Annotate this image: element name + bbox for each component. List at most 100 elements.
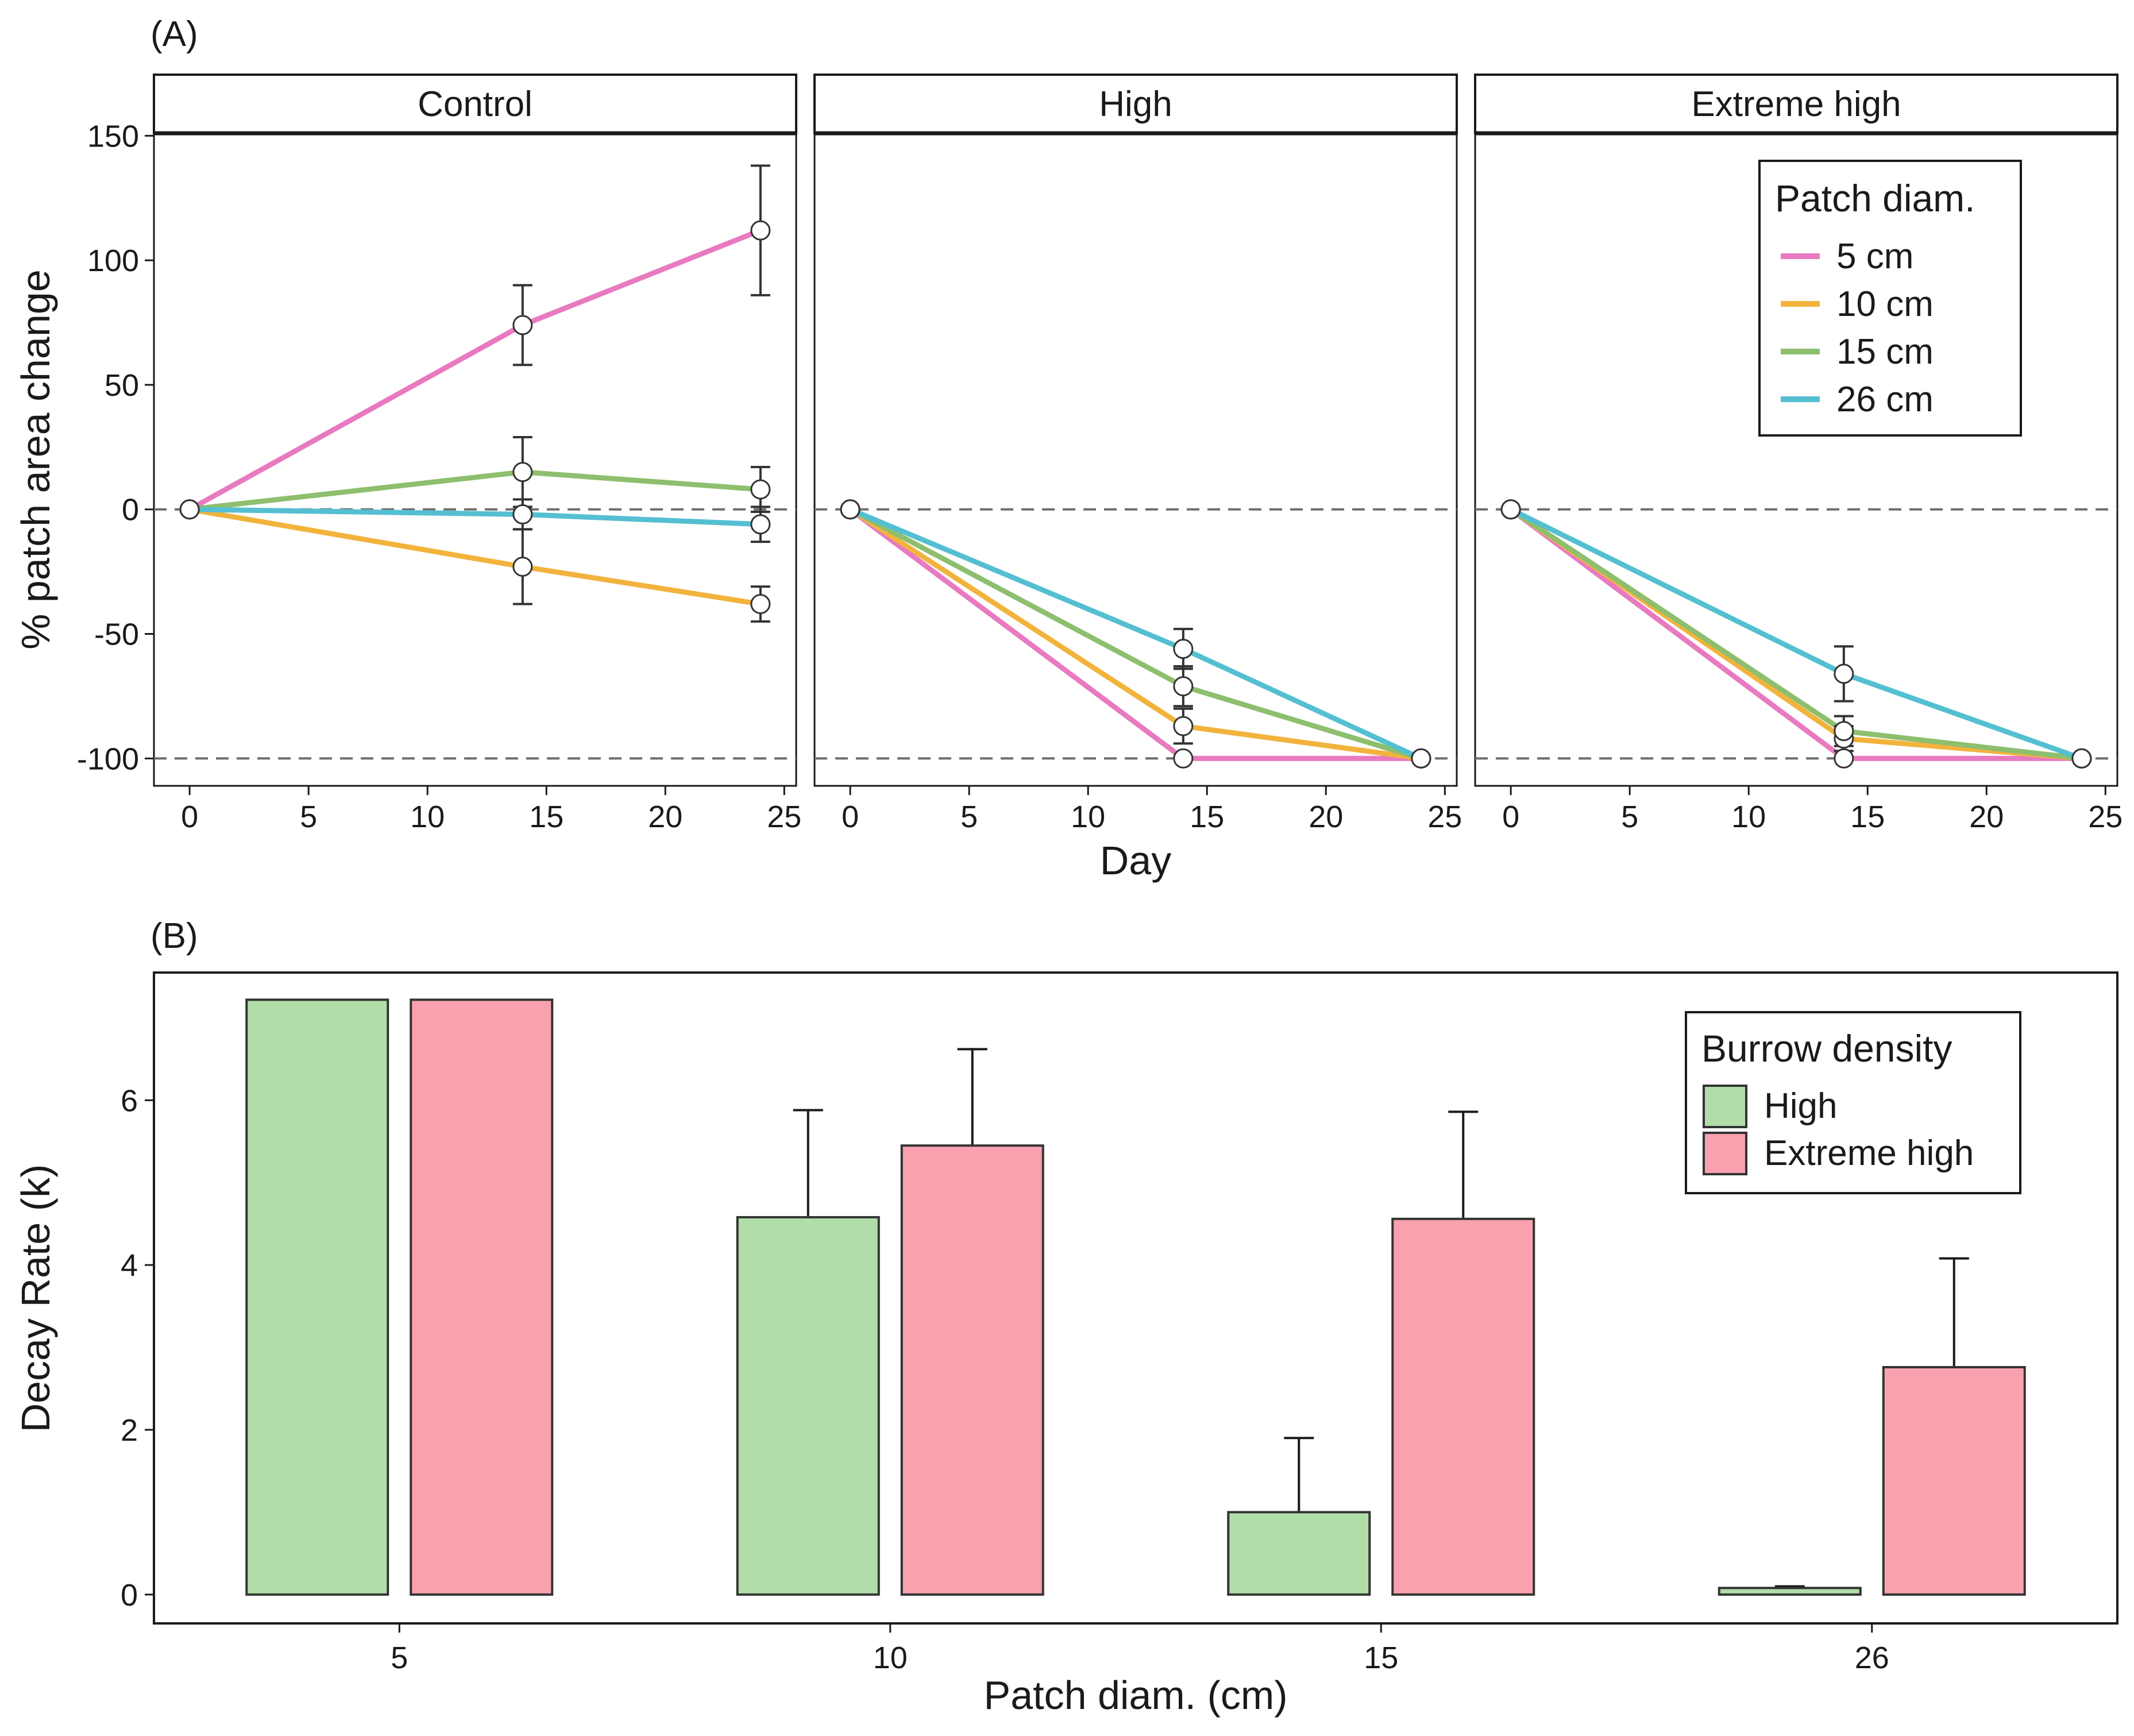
- x-tick-label: 15: [1364, 1641, 1398, 1675]
- bar-high-15: [1227, 1511, 1371, 1596]
- bar-extreme-high-15: [1391, 1217, 1535, 1596]
- data-point-15-cm: [1834, 721, 1854, 742]
- x-tick-label: 25: [1427, 800, 1462, 834]
- x-tick-label: 20: [1309, 800, 1343, 834]
- series-5-cm: [188, 227, 762, 512]
- x-tick-label: 15: [1190, 800, 1224, 834]
- legend: Patch diam. 5 cm 10 cm 15 cm 26 cm: [1758, 160, 2022, 437]
- y-tick-label: 0: [121, 1578, 138, 1612]
- data-point-5-cm: [1834, 748, 1854, 769]
- bar-extreme-high-10: [900, 1144, 1044, 1596]
- y-tick-label: 50: [105, 368, 139, 403]
- data-point-26-cm: [750, 514, 771, 535]
- data-point-26-cm: [2071, 748, 2092, 769]
- x-tick-label: 5: [1621, 800, 1638, 834]
- data-point-26-cm: [1834, 663, 1854, 684]
- legend-label-15-cm: 15 cm: [1836, 332, 1934, 372]
- facet-strip-label: Control: [418, 84, 532, 124]
- data-point-15-cm: [512, 462, 533, 483]
- data-point-5-cm: [1173, 748, 1194, 769]
- series-10-cm: [189, 507, 761, 607]
- facet-strip: [813, 74, 1458, 134]
- bar-extreme-high-26: [1882, 1365, 2026, 1596]
- series-15-cm: [189, 469, 761, 512]
- data-point-26-cm: [179, 499, 200, 520]
- panel-b-label: (B): [151, 916, 198, 956]
- x-axis-title: Day: [1100, 838, 1171, 883]
- y-tick-label: -100: [77, 742, 139, 776]
- x-axis-title: Patch diam. (cm): [984, 1673, 1288, 1718]
- x-tick-label: 15: [529, 800, 564, 834]
- y-tick-label: -50: [94, 618, 139, 652]
- facet-strip: [153, 74, 797, 134]
- bar-high-5: [245, 998, 389, 1596]
- y-tick-label: 4: [121, 1248, 138, 1283]
- data-point-26-cm: [1173, 639, 1194, 659]
- series-line: [188, 227, 762, 512]
- y-axis-title: Decay Rate (k): [13, 1164, 58, 1433]
- series-line: [189, 469, 761, 512]
- legend-title: Patch diam.: [1775, 177, 1975, 219]
- bar-high-26: [1718, 1587, 1862, 1596]
- facet-strip-label: High: [1099, 84, 1172, 124]
- x-tick-label: 5: [300, 800, 317, 834]
- y-tick-label: 6: [121, 1083, 138, 1118]
- legend-title: Burrow density: [1701, 1027, 1952, 1070]
- y-tick-label: 2: [121, 1413, 138, 1448]
- series-5-cm: [1509, 507, 2082, 761]
- x-tick-label: 0: [1502, 800, 1519, 834]
- data-point-26-cm: [840, 499, 860, 520]
- panel-a-label: (A): [151, 14, 198, 54]
- legend-label-extreme-high: Extreme high: [1764, 1133, 1974, 1173]
- legend-key-high: [1703, 1085, 1747, 1128]
- legend-box: [1758, 160, 2022, 437]
- legend-key-extreme-high: [1703, 1132, 1747, 1175]
- panel-b-bar-chart: 0 2 4 6 5 10 15 26 Patch diam. (cm) Decay Rate (k…: [13, 971, 2118, 1718]
- bar-extreme-high-5: [410, 998, 554, 1596]
- x-tick-label: 20: [648, 800, 682, 834]
- legend-label-26-cm: 26 cm: [1836, 380, 1934, 419]
- legend-label-10-cm: 10 cm: [1836, 284, 1934, 324]
- x-tick-label: 15: [1850, 800, 1885, 834]
- legend-label-5-cm: 5 cm: [1836, 237, 1913, 276]
- data-point-26-cm: [1500, 499, 1521, 520]
- y-tick-label: 150: [87, 119, 139, 153]
- plot-frame: [153, 132, 797, 787]
- legend-label-high: High: [1764, 1086, 1838, 1126]
- facet-strip-label: Extreme high: [1691, 84, 1901, 124]
- data-point-5-cm: [512, 315, 533, 335]
- x-tick-label: 0: [181, 800, 198, 834]
- bar-high-10: [736, 1216, 880, 1596]
- x-tick-label: 25: [2088, 800, 2123, 834]
- y-tick-label: 0: [122, 493, 139, 527]
- series-line: [189, 507, 761, 607]
- x-tick-label: 10: [1731, 800, 1766, 834]
- x-tick-label: 5: [960, 800, 978, 834]
- y-tick-label: 100: [87, 244, 139, 278]
- data-point-10-cm: [512, 556, 533, 577]
- x-tick-label: 0: [842, 800, 859, 834]
- x-tick-label: 10: [410, 800, 445, 834]
- plot-frame: [153, 971, 2118, 1625]
- data-point-26-cm: [512, 504, 533, 524]
- x-tick-label: 10: [873, 1641, 908, 1675]
- data-point-10-cm: [750, 593, 771, 614]
- x-tick-label: 25: [767, 800, 801, 834]
- facet-control: Control 0 5 10 15 20 25 -100 -50 0 50 100 150: [77, 74, 801, 834]
- x-tick-label: 5: [391, 1641, 408, 1675]
- data-point-15-cm: [750, 479, 771, 500]
- data-point-5-cm: [750, 220, 771, 241]
- x-tick-label: 10: [1071, 800, 1105, 834]
- data-point-26-cm: [1411, 748, 1431, 769]
- plot-frame: [1474, 132, 2118, 787]
- y-axis-title: % patch area change: [13, 269, 58, 650]
- legend: Burrow density High Extreme high: [1685, 1011, 2021, 1194]
- x-tick-label: 20: [1969, 800, 2004, 834]
- facet-high: High 0 5 10 15 20 25: [813, 74, 1462, 834]
- data-point-15-cm: [1173, 676, 1194, 697]
- series-line: [1509, 507, 2082, 761]
- x-tick-label: 26: [1855, 1641, 1889, 1675]
- data-point-10-cm: [1173, 716, 1194, 736]
